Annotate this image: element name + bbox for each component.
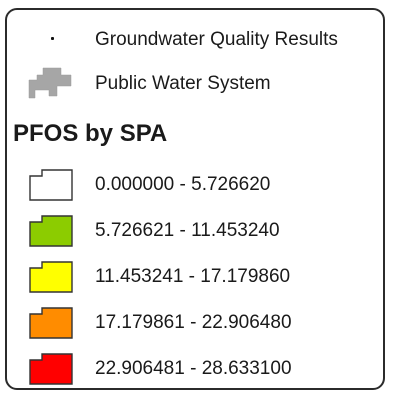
legend-item-public-water-system: Public Water System: [7, 66, 383, 102]
legend-label-public-water-system: Public Water System: [95, 73, 271, 94]
class-swatch-icon: [29, 353, 73, 385]
legend-class-item: 22.906481 - 28.633100: [7, 352, 383, 386]
legend-class-item: 11.453241 - 17.179860: [7, 260, 383, 294]
class-range-label: 5.726621 - 11.453240: [95, 220, 280, 241]
class-swatch-icon: [29, 307, 73, 339]
map-legend: Groundwater Quality Results Public Water…: [5, 8, 385, 390]
legend-item-groundwater-quality-results: Groundwater Quality Results: [7, 26, 383, 56]
class-range-label: 22.906481 - 28.633100: [95, 358, 292, 379]
point-dot-icon: [51, 37, 54, 40]
legend-class-item: 0.000000 - 5.726620: [7, 168, 383, 202]
class-range-label: 11.453241 - 17.179860: [95, 266, 291, 287]
class-range-label: 0.000000 - 5.726620: [95, 174, 271, 195]
legend-label-groundwater: Groundwater Quality Results: [95, 29, 338, 50]
gray-polygon-icon: [28, 67, 72, 99]
legend-class-item: 5.726621 - 11.453240: [7, 214, 383, 248]
legend-class-item: 17.179861 - 22.906480: [7, 306, 383, 340]
legend-title: PFOS by SPA: [13, 120, 168, 147]
class-swatch-icon: [29, 169, 73, 201]
class-range-label: 17.179861 - 22.906480: [95, 312, 292, 333]
class-swatch-icon: [29, 261, 73, 293]
class-swatch-icon: [29, 215, 73, 247]
